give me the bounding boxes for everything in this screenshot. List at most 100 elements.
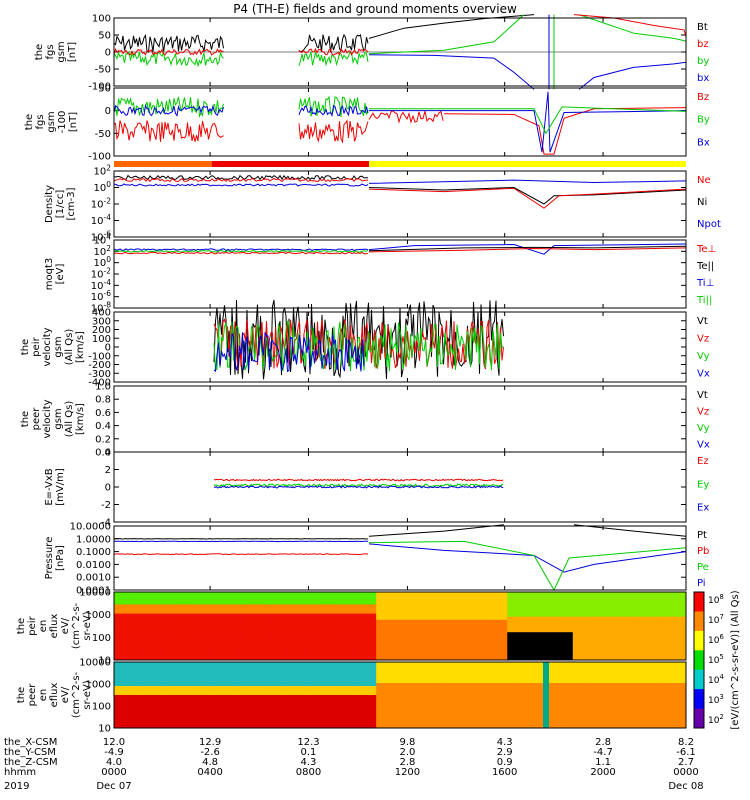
spec-cell [590, 635, 598, 639]
spec-cell [334, 680, 341, 684]
spec-cell [286, 662, 294, 666]
spec-cell [215, 616, 222, 621]
legend-fgs-gsm: by [697, 56, 709, 67]
xaxis-value: 12.3 [297, 737, 319, 748]
spec-cell [537, 592, 544, 596]
spec-cell [549, 689, 556, 693]
spec-cell [191, 671, 198, 675]
spec-cell [554, 616, 562, 621]
spec-cell [155, 613, 163, 618]
trace-bz [573, 14, 687, 37]
spec-cell [459, 650, 467, 655]
spec-cell [274, 610, 282, 615]
spec-cell [268, 686, 276, 690]
spec-cell [411, 683, 419, 687]
spec-cell [435, 665, 443, 669]
spec-cell [566, 719, 574, 723]
spec-cell [310, 707, 318, 711]
spec-cell [227, 683, 234, 687]
spec-cell [441, 592, 449, 596]
spec-cell [554, 598, 562, 602]
spec-cell [137, 601, 145, 605]
spec-cell [263, 707, 270, 711]
spec-cell [358, 644, 365, 649]
spec-cell [459, 622, 467, 627]
spec-cell [680, 616, 687, 621]
spec-cell [340, 665, 347, 669]
spec-cell [614, 686, 621, 690]
spec-cell [626, 610, 633, 615]
spec-cell [394, 650, 401, 655]
spec-cell [477, 722, 484, 726]
spec-cell [429, 635, 437, 639]
spec-cell [388, 695, 395, 699]
spec-cell [644, 701, 651, 705]
colorbar-tick-label: 104 [708, 673, 724, 686]
spec-cell [572, 632, 580, 636]
spec-cell [203, 707, 210, 711]
spec-cell [209, 644, 216, 649]
spec-cell [257, 719, 264, 723]
spec-cell [125, 704, 133, 708]
ytick-label-fgs-gsm: 100 [92, 14, 111, 25]
spec-cell [197, 607, 204, 612]
spec-cell [566, 713, 574, 717]
spec-cell [435, 716, 443, 720]
spec-cell [179, 632, 186, 636]
spec-cell [233, 653, 240, 658]
spec-cell [572, 610, 580, 615]
spec-cell [650, 604, 657, 608]
spec-cell [549, 638, 556, 642]
spec-cell [120, 674, 127, 678]
trace-Tel [368, 245, 687, 252]
spec-cell [274, 604, 282, 608]
spec-cell [411, 616, 419, 621]
spec-cell [346, 638, 353, 642]
spec-cell [370, 710, 377, 714]
spec-cell [489, 610, 496, 615]
spec-cell [680, 622, 687, 627]
spec-cell [227, 674, 234, 678]
spec-cell [245, 686, 252, 690]
spec-cell [549, 665, 556, 669]
spec-cell [566, 686, 574, 690]
spec-cell [358, 610, 365, 615]
spec-cell [483, 650, 490, 655]
spec-cell [519, 707, 526, 711]
spec-cell [578, 632, 586, 636]
spec-cell [417, 716, 425, 720]
spec-cell [638, 686, 645, 690]
trace-Te [113, 251, 369, 255]
spec-cell [614, 725, 621, 729]
spec-cell [417, 595, 425, 599]
spec-cell [495, 722, 502, 726]
spec-cell [364, 713, 371, 717]
spec-cell [137, 604, 145, 608]
spec-cell [304, 604, 312, 608]
spec-cell [161, 677, 169, 681]
spec-cell [638, 644, 645, 649]
spec-cell [608, 674, 615, 678]
ylabel-peir-vel: gsm [53, 336, 64, 357]
spec-cell [662, 686, 669, 690]
spec-cell [388, 632, 395, 636]
spec-cell [114, 653, 121, 658]
spec-cell [155, 622, 163, 627]
spec-cell [465, 716, 472, 720]
spec-cell [513, 610, 520, 615]
spec-cell [251, 716, 258, 720]
spec-cell [394, 713, 401, 717]
spec-cell [417, 713, 425, 717]
spec-cell [495, 689, 502, 693]
spec-cell [304, 713, 312, 717]
spec-cell [602, 610, 610, 615]
spec-cell [268, 707, 276, 711]
spec-cell [471, 650, 478, 655]
spec-cell [364, 653, 371, 658]
spec-cell [155, 662, 163, 666]
spec-cell [417, 665, 425, 669]
spec-cell [537, 604, 544, 608]
spec-cell [662, 665, 669, 669]
spec-cell [483, 626, 490, 630]
spec-cell [370, 689, 377, 693]
